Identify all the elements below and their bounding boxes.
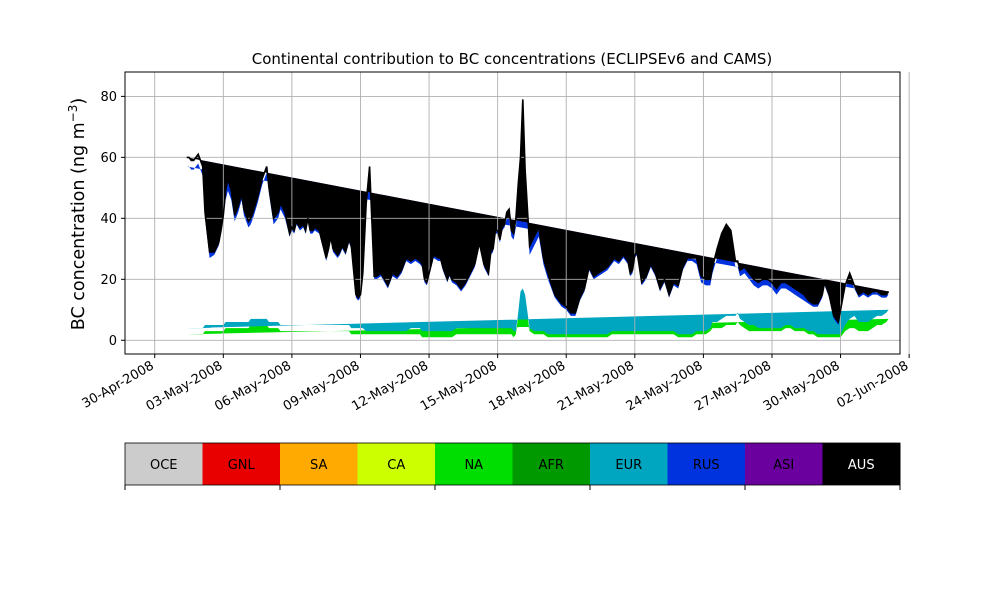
legend-swatch-ca [357,443,436,485]
area-series-na [186,291,889,338]
legend-label-ca: CA [387,458,405,473]
x-tick-label: 09-May-2008 [281,358,363,414]
legend-label-sa: SA [310,458,327,473]
y-tick-label: 80 [100,90,117,105]
legend-label-afr: AFR [539,458,564,473]
y-axis-label-close: ) [69,98,89,105]
x-tick-label: 12-May-2008 [349,358,431,414]
legend-swatch-na [435,443,513,485]
plot-frame [124,71,901,355]
x-tick-label: 18-May-2008 [487,358,569,414]
legend-label-asi: ASI [773,458,794,473]
legend-swatch-gnl [202,443,281,485]
legend-swatch-asi [745,443,823,485]
plot-area [124,71,910,355]
x-tick-label: 03-May-2008 [144,358,226,414]
area-series-eur [186,288,889,335]
y-axis-label: BC concentration (ng m−3) [66,98,89,330]
x-tick-label: 06-May-2008 [212,358,294,414]
legend-label-gnl: GNL [228,458,256,473]
chart-title: Continental contribution to BC concentra… [252,50,773,68]
legend-swatch-oce [125,443,203,485]
legend-colorbar: OCE GNL SA CA NA AFR EUR RUS ASI AUS [124,442,901,490]
x-tick-label: 21-May-2008 [555,358,637,414]
y-tick-label: 40 [100,212,117,227]
y-tick-label: 20 [100,273,117,288]
y-tick-label: 60 [100,151,117,166]
x-tick-label: 27-May-2008 [692,358,774,414]
legend-swatch-eur [590,443,668,485]
y-axis-label-exponent: −3 [66,105,80,123]
y-axis-ticks: 0 20 40 60 80 [100,90,125,349]
legend-label-na: NA [464,458,483,473]
y-tick-label: 0 [109,334,117,349]
legend-label-eur: EUR [615,458,642,473]
x-tick-label: 30-May-2008 [761,358,843,414]
legend-label-rus: RUS [693,458,720,473]
legend-swatch-afr [512,443,591,485]
total-concentration-line [186,99,890,324]
legend-swatch-sa [280,443,358,485]
x-tick-label: 24-May-2008 [624,358,706,414]
x-tick-label: 15-May-2008 [418,358,500,414]
legend-label-aus: AUS [848,458,875,473]
legend-label-oce: OCE [150,458,178,473]
x-axis-ticks: 30-Apr-200803-May-200806-May-200809-May-… [80,354,911,414]
legend-frame [124,442,901,486]
legend-swatch-aus [822,443,901,485]
x-tick-label: 02-Jun-2008 [834,358,911,411]
y-axis-label-main: BC concentration (ng m [69,122,89,330]
area-series-aus [186,99,889,323]
svg-text:BC concentration (ng m−3): BC concentration (ng m−3) [66,98,89,330]
legend-swatch-rus [667,443,746,485]
